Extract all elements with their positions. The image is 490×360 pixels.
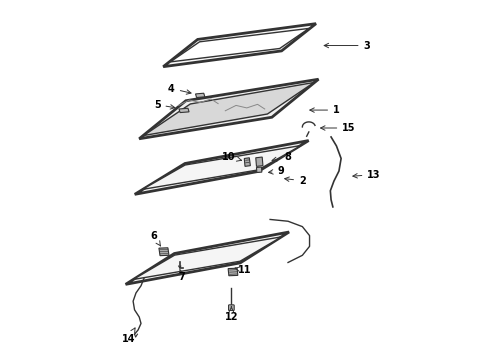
Polygon shape: [143, 145, 301, 189]
Text: 11: 11: [235, 265, 252, 275]
Text: 12: 12: [224, 306, 238, 322]
Text: 8: 8: [272, 152, 292, 162]
Text: 5: 5: [154, 100, 175, 110]
Polygon shape: [256, 157, 263, 166]
Text: 1: 1: [310, 105, 340, 115]
Polygon shape: [256, 167, 262, 172]
Polygon shape: [135, 140, 309, 194]
Text: 10: 10: [222, 152, 242, 162]
Text: 13: 13: [353, 170, 381, 180]
Polygon shape: [159, 248, 169, 256]
Text: 4: 4: [168, 84, 191, 94]
Polygon shape: [171, 28, 309, 62]
Polygon shape: [245, 158, 250, 166]
Polygon shape: [139, 79, 318, 139]
Text: 6: 6: [150, 231, 161, 246]
Polygon shape: [196, 93, 205, 98]
Polygon shape: [163, 24, 316, 67]
Text: 2: 2: [285, 176, 306, 186]
Polygon shape: [179, 108, 189, 113]
Polygon shape: [125, 232, 289, 284]
Text: 7: 7: [179, 269, 186, 282]
Polygon shape: [144, 82, 314, 135]
Text: 14: 14: [122, 328, 135, 344]
Polygon shape: [133, 237, 282, 279]
Text: 9: 9: [269, 166, 284, 176]
Text: 3: 3: [324, 41, 370, 50]
FancyBboxPatch shape: [228, 305, 234, 311]
Polygon shape: [228, 268, 238, 276]
Text: 15: 15: [320, 123, 356, 133]
